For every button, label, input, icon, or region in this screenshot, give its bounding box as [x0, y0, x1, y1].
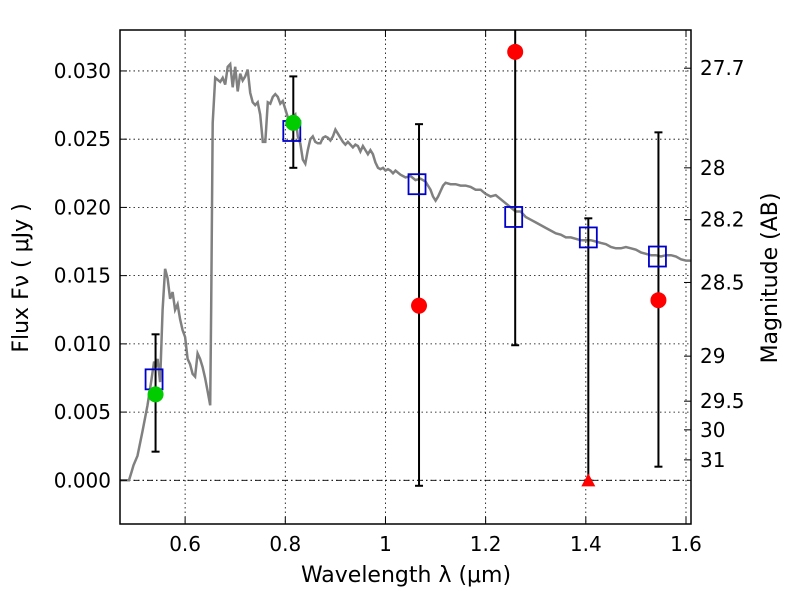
- nondetection-point: [507, 43, 524, 60]
- model-sed-curve: [120, 61, 691, 482]
- y-tick-label: 0.015: [54, 264, 111, 288]
- model-flux-square: [407, 173, 427, 196]
- y-tick-label: 0.025: [54, 127, 111, 151]
- magnitude-axis-ticks: 27.7 28 28.2 28.5 29 29.5 30 31: [684, 56, 745, 472]
- magnitude-tick-label: 28.5: [700, 270, 745, 294]
- x-axis-label: Wavelength λ (μm): [301, 563, 511, 588]
- grid-lines: [120, 30, 691, 524]
- observed-flux-markers: [147, 43, 667, 487]
- magnitude-tick-label: 29.5: [700, 389, 745, 413]
- x-tick-label: 1.6: [670, 532, 702, 556]
- y-axis-ticks: 0.000 0.005 0.010 0.015 0.020 0.025 0.030: [54, 59, 127, 492]
- y-tick-label: 0.000: [54, 468, 111, 492]
- magnitude-tick-label: 27.7: [700, 56, 745, 80]
- magnitude-tick-label: 30: [700, 418, 725, 442]
- y-tick-label: 0.010: [54, 332, 111, 356]
- detection-point: [285, 114, 302, 131]
- magnitude-tick-label: 31: [700, 448, 725, 472]
- magnitude-tick-label: 28.2: [700, 208, 745, 232]
- nondetection-point: [411, 297, 428, 314]
- y-tick-label: 0.030: [54, 59, 111, 83]
- upper-limit-triangle: [581, 473, 596, 487]
- x-tick-label: 1.2: [470, 532, 502, 556]
- model-flux-square: [648, 245, 667, 268]
- y-axis-label: Flux Fν ( μJy ): [9, 203, 34, 352]
- x-tick-label: 1.4: [570, 532, 602, 556]
- model-flux-square: [578, 226, 598, 249]
- magnitude-axis-label: Magnitude (AB): [758, 193, 783, 364]
- y-tick-label: 0.020: [54, 195, 111, 219]
- detection-point: [147, 386, 164, 403]
- magnitude-tick-label: 28: [700, 156, 725, 180]
- y-tick-label: 0.005: [54, 400, 111, 424]
- model-flux-square: [504, 206, 524, 228]
- magnitude-tick-label: 29: [700, 344, 725, 368]
- x-tick-label: 0.6: [169, 532, 201, 556]
- x-tick-label: 1: [379, 532, 392, 556]
- x-axis-ticks: 0.6 0.8 1 1.2 1.4 1.6: [169, 30, 702, 556]
- nondetection-point: [650, 292, 667, 309]
- x-tick-label: 0.8: [269, 532, 301, 556]
- plot-frame: [119, 29, 692, 525]
